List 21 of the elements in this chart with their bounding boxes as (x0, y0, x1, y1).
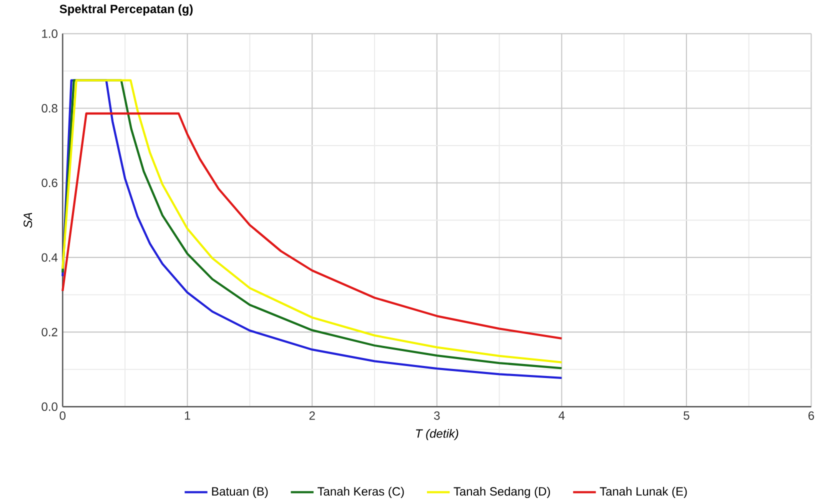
y-tick-label: 1.0 (42, 29, 58, 38)
y-tick-label: 0.4 (42, 253, 58, 262)
x-tick-label: 3 (434, 411, 440, 420)
x-tick-label: 5 (684, 411, 690, 420)
x-tick-label: 2 (309, 411, 315, 420)
x-axis-title: T (detik) (416, 429, 458, 440)
legend-label: Tanah Lunak (E) (600, 486, 687, 498)
y-tick-label: 0.6 (42, 178, 58, 188)
y-axis-title: SA (24, 212, 32, 228)
y-tick-label: 0.0 (42, 402, 58, 411)
chart-title: Spektral Percepatan (g) (60, 4, 193, 16)
line-series (62, 112, 563, 340)
y-tick-label: 0.2 (42, 328, 58, 336)
x-tick-label: 4 (558, 411, 565, 420)
y-tick-label: 0.8 (42, 104, 58, 113)
x-tick-label: 1 (184, 411, 190, 420)
legend-label: Batuan (B) (212, 486, 268, 498)
x-tick-label: 6 (808, 411, 814, 420)
x-tick-label: 0 (60, 411, 66, 420)
legend-label: Tanah Keras (C) (318, 486, 404, 498)
legend-label: Tanah Sedang (D) (454, 486, 550, 498)
